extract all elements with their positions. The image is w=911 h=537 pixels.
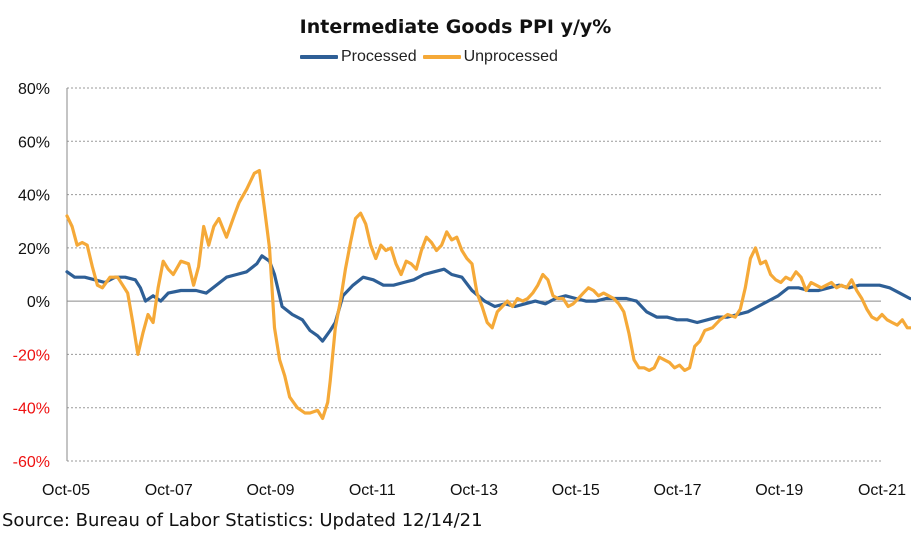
x-tick-label: Oct-21 [858,482,906,499]
x-tick-label: Oct-07 [145,482,193,499]
y-tick-label: 80% [18,81,50,98]
y-tick-label: -20% [13,347,50,364]
y-tick-label: -40% [13,401,50,418]
legend-item-unprocessed: Unprocessed [422,48,558,66]
source-note: Source: Bureau of Labor Statistics: Upda… [2,510,483,531]
x-tick-label: Oct-19 [755,482,803,499]
series-line-unprocessed [65,169,911,420]
y-tick-label: 20% [18,241,50,258]
x-tick-label: Oct-17 [653,482,701,499]
x-tick-label: Oct-13 [450,482,498,499]
legend-swatch-unprocessed [422,55,461,59]
chart-title: Intermediate Goods PPI y/y% [299,16,612,38]
y-tick-label: 0% [27,294,50,311]
x-tick-label: Oct-15 [552,482,600,499]
y-tick-label: 60% [18,134,50,151]
x-tick-label: Oct-09 [246,482,294,499]
legend: Processed Unprocessed [300,47,564,67]
legend-swatch-processed [300,55,338,59]
y-tick-label: -60% [13,454,50,471]
legend-label-unprocessed: Unprocessed [463,48,558,65]
x-tick-label: Oct-11 [349,482,396,499]
legend-label-processed: Processed [341,48,417,65]
series-line-processed [65,254,911,343]
y-tick-label: 40% [18,188,50,205]
x-tick-label: Oct-05 [42,482,90,499]
legend-item-processed: Processed [300,48,417,66]
